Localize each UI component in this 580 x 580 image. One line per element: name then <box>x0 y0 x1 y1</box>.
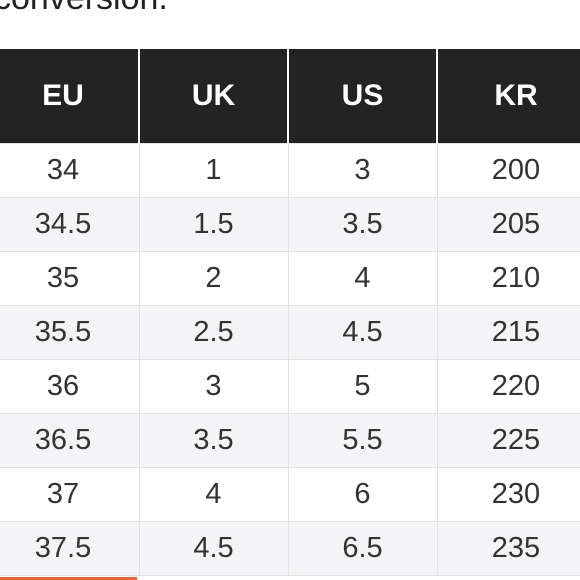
cell-us: 6 <box>287 467 438 522</box>
table-row: 35.5 2.5 4.5 215 <box>0 305 580 360</box>
cell-uk: 2.5 <box>138 305 289 360</box>
accent-bar <box>0 577 137 580</box>
cell-eu: 35.5 <box>0 305 140 360</box>
cell-kr: 225 <box>436 413 580 468</box>
cell-uk: 1.5 <box>138 197 289 252</box>
header-us: US <box>287 49 438 144</box>
cell-us: 6.5 <box>287 521 438 576</box>
cell-us: 3.5 <box>287 197 438 252</box>
table-row: 34 1 3 200 <box>0 143 580 198</box>
cell-kr: 230 <box>436 467 580 522</box>
cell-eu: 34 <box>0 143 140 198</box>
table-row: 37 4 6 230 <box>0 467 580 522</box>
cell-kr: 210 <box>436 251 580 306</box>
header-eu: EU <box>0 49 140 144</box>
table-row: 34.5 1.5 3.5 205 <box>0 197 580 252</box>
cell-eu: 37 <box>0 467 140 522</box>
cell-kr: 220 <box>436 359 580 414</box>
table-row: 36.5 3.5 5.5 225 <box>0 413 580 468</box>
cell-eu: 36 <box>0 359 140 414</box>
cell-us: 5 <box>287 359 438 414</box>
cell-uk: 1 <box>138 143 289 198</box>
cell-us: 4 <box>287 251 438 306</box>
table-row: 36 3 5 220 <box>0 359 580 414</box>
cell-kr: 215 <box>436 305 580 360</box>
header-uk: UK <box>138 49 289 144</box>
table-header-row: EU UK US KR <box>0 49 580 144</box>
cell-uk: 4 <box>138 467 289 522</box>
cell-eu: 37.5 <box>0 521 140 576</box>
cell-uk: 4.5 <box>138 521 289 576</box>
cell-eu: 34.5 <box>0 197 140 252</box>
cell-kr: 200 <box>436 143 580 198</box>
cell-eu: 36.5 <box>0 413 140 468</box>
header-kr: KR <box>436 49 580 144</box>
cell-uk: 3 <box>138 359 289 414</box>
cell-kr: 205 <box>436 197 580 252</box>
cell-us: 3 <box>287 143 438 198</box>
cell-uk: 2 <box>138 251 289 306</box>
cell-uk: 3.5 <box>138 413 289 468</box>
cell-us: 4.5 <box>287 305 438 360</box>
table-row: 37.5 4.5 6.5 235 <box>0 521 580 576</box>
size-conversion-table: EU UK US KR 34 1 3 200 34.5 1.5 3.5 205 … <box>0 49 580 576</box>
cell-eu: 35 <box>0 251 140 306</box>
cell-kr: 235 <box>436 521 580 576</box>
intro-text: conversion. <box>0 0 168 18</box>
table-row: 35 2 4 210 <box>0 251 580 306</box>
cell-us: 5.5 <box>287 413 438 468</box>
